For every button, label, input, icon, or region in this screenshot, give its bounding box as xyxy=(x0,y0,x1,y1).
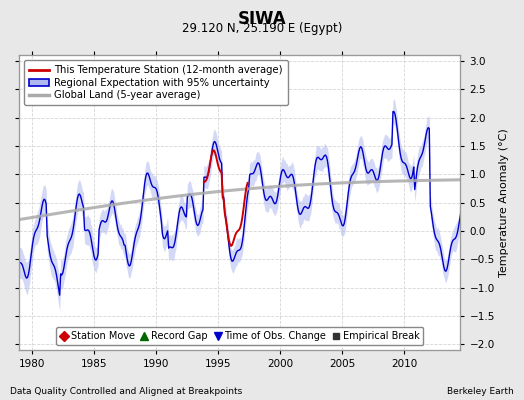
Legend: Station Move, Record Gap, Time of Obs. Change, Empirical Break: Station Move, Record Gap, Time of Obs. C… xyxy=(56,327,423,345)
Text: SIWA: SIWA xyxy=(238,10,286,28)
Text: Berkeley Earth: Berkeley Earth xyxy=(447,387,514,396)
Text: 29.120 N, 25.190 E (Egypt): 29.120 N, 25.190 E (Egypt) xyxy=(182,22,342,35)
Text: Data Quality Controlled and Aligned at Breakpoints: Data Quality Controlled and Aligned at B… xyxy=(10,387,243,396)
Y-axis label: Temperature Anomaly (°C): Temperature Anomaly (°C) xyxy=(499,128,509,277)
